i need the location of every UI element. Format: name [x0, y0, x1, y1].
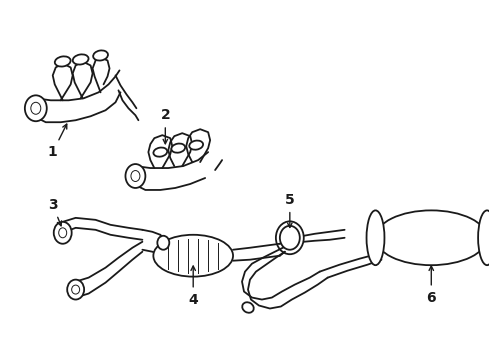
Text: 7: 7: [0, 359, 1, 360]
Ellipse shape: [280, 226, 300, 250]
Text: 2: 2: [160, 108, 170, 144]
Ellipse shape: [54, 222, 72, 244]
Text: 1: 1: [48, 124, 67, 159]
Ellipse shape: [72, 285, 80, 294]
Ellipse shape: [131, 171, 140, 181]
Ellipse shape: [157, 236, 169, 250]
Ellipse shape: [153, 148, 167, 157]
Ellipse shape: [93, 50, 108, 60]
Ellipse shape: [67, 280, 84, 300]
Ellipse shape: [242, 302, 254, 313]
Ellipse shape: [172, 144, 185, 153]
Ellipse shape: [189, 140, 203, 150]
Ellipse shape: [25, 95, 47, 121]
Ellipse shape: [55, 57, 71, 67]
Text: 3: 3: [48, 198, 62, 226]
Ellipse shape: [367, 210, 385, 265]
Text: 4: 4: [188, 266, 198, 306]
Ellipse shape: [73, 54, 89, 64]
Text: 6: 6: [426, 266, 436, 305]
Text: 5: 5: [285, 193, 294, 228]
Ellipse shape: [478, 210, 490, 265]
Ellipse shape: [375, 210, 487, 265]
Ellipse shape: [31, 102, 41, 114]
Ellipse shape: [153, 235, 233, 276]
Ellipse shape: [59, 228, 67, 238]
Ellipse shape: [125, 164, 146, 188]
